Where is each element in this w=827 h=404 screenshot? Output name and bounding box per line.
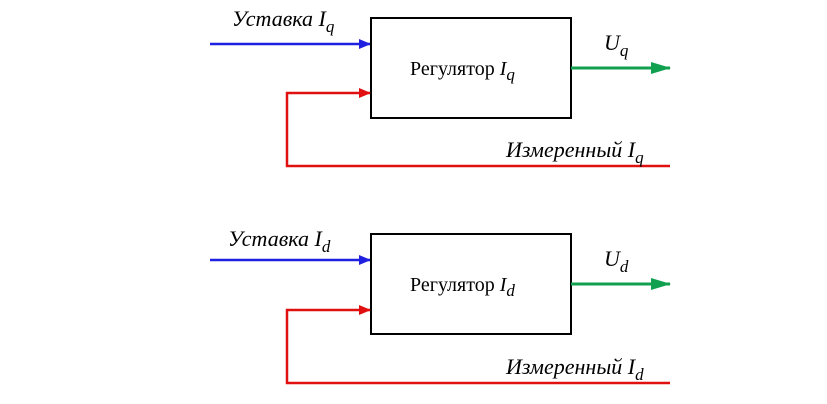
regulator-label-d: Регулятор Id — [410, 274, 515, 300]
loop-q: Уставка Iq Регулятор Iq Uq Измеренный Iq — [210, 6, 671, 168]
feedback-path-d — [285, 305, 670, 385]
setpoint-label-d: Уставка Id — [228, 226, 331, 256]
output-label-q: Uq — [604, 30, 629, 60]
feedback-path-q — [285, 88, 670, 168]
measured-label-q: Измеренный Iq — [505, 137, 644, 167]
loop-d: Уставка Id Регулятор Id Ud Измеренный Id — [210, 226, 671, 385]
regulator-label-q: Регулятор Iq — [410, 58, 515, 84]
setpoint-label-q: Уставка Iq — [232, 6, 335, 36]
output-label-d: Ud — [604, 246, 629, 276]
measured-label-d: Измеренный Id — [505, 354, 644, 384]
regulator-block-d — [370, 233, 572, 335]
